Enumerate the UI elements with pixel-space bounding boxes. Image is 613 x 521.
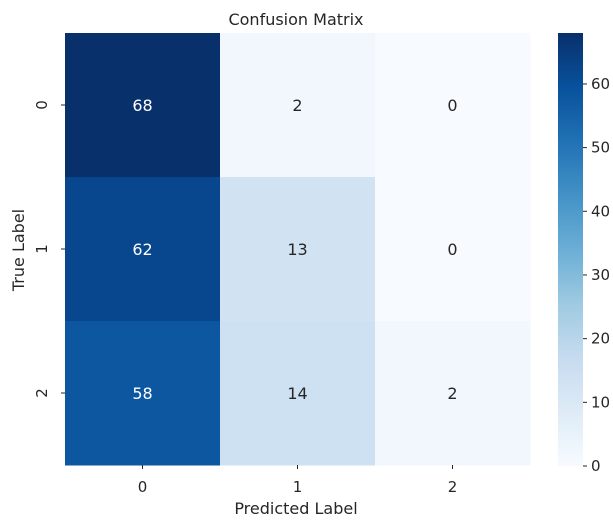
- colorbar-tick-label: 10: [591, 393, 610, 411]
- cell-value-label: 2: [292, 96, 302, 115]
- cell-value-label: 2: [447, 384, 457, 403]
- colorbar-gradient: [558, 33, 583, 466]
- y-axis-title: True Label: [9, 209, 28, 292]
- colorbar-tick-label: 0: [591, 457, 601, 475]
- heatmap-cell: [65, 177, 221, 322]
- colorbar-tick-label: 30: [591, 266, 610, 284]
- colorbar-tick-label: 50: [591, 139, 610, 157]
- y-tick-label: 2: [33, 388, 51, 398]
- x-tick-label: 0: [138, 478, 148, 496]
- x-tick-label: 2: [448, 478, 458, 496]
- colorbar: 0 10 20 30 40 50 60: [558, 33, 610, 475]
- cell-value-label: 13: [287, 240, 307, 259]
- x-axis-title: Predicted Label: [234, 499, 357, 518]
- heatmap-cell: [375, 33, 531, 178]
- heatmap-cell: [375, 177, 531, 322]
- y-tick-label: 0: [33, 100, 51, 110]
- heatmap-cell: [65, 33, 221, 178]
- cell-value-label: 0: [447, 240, 457, 259]
- heatmap-cell: [65, 321, 221, 466]
- colorbar-tick-label: 60: [591, 75, 610, 93]
- heatmap-cell: [220, 33, 376, 178]
- cell-value-label: 58: [132, 384, 152, 403]
- cell-value-label: 62: [132, 240, 152, 259]
- heatmap-cell: [220, 321, 376, 466]
- cell-value-label: 68: [132, 96, 152, 115]
- heatmap-cells: 68 2 0 62 13 0 58 14 2: [65, 33, 531, 466]
- heatmap-cell: [220, 177, 376, 322]
- chart-title: Confusion Matrix: [228, 10, 363, 29]
- colorbar-tick-label: 40: [591, 202, 610, 220]
- cell-value-label: 0: [447, 96, 457, 115]
- heatmap-cell: [375, 321, 531, 466]
- colorbar-ticks: 0 10 20 30 40 50 60: [583, 75, 610, 475]
- y-axis-ticks: 0 1 2: [33, 100, 65, 398]
- x-axis-ticks: 0 1 2: [138, 465, 458, 496]
- x-tick-label: 1: [293, 478, 303, 496]
- cell-value-label: 14: [287, 384, 307, 403]
- colorbar-tick-label: 20: [591, 330, 610, 348]
- y-tick-label: 1: [33, 244, 51, 254]
